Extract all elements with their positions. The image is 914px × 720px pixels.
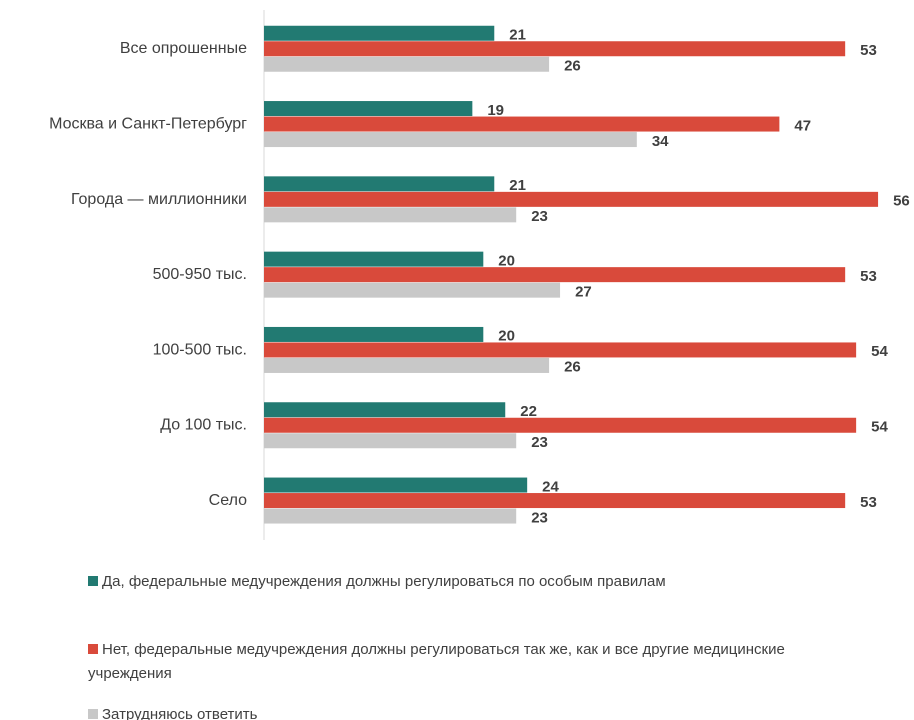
- category-label: Москва и Санкт-Петербург: [49, 116, 247, 133]
- data-label: 19: [487, 102, 504, 119]
- bar: [264, 326, 484, 342]
- bar: [264, 267, 846, 283]
- data-label: 21: [509, 177, 526, 194]
- data-label: 27: [575, 283, 592, 300]
- data-label: 22: [520, 403, 537, 420]
- legend-swatch: [88, 709, 98, 719]
- bar: [264, 101, 473, 117]
- bar: [264, 191, 879, 207]
- bar: [264, 493, 846, 509]
- chart: Все опрошенные 21 53 26 Москва и Санкт-Петер…: [49, 10, 910, 540]
- bar: [264, 282, 561, 298]
- bar: [264, 417, 857, 433]
- category-label: 100-500 тыс.: [153, 341, 247, 358]
- data-label: 24: [542, 478, 559, 495]
- bar: [264, 477, 528, 493]
- bar: [264, 116, 780, 132]
- bar: [264, 56, 550, 72]
- legend-label: Нет, федеральные медучреждения должны ре…: [88, 641, 785, 682]
- category-label: Города — миллионники: [71, 191, 247, 208]
- bar: [264, 508, 517, 524]
- bar: [264, 176, 495, 192]
- data-label: 53: [860, 42, 877, 59]
- legend-label: Затрудняюсь ответить: [102, 706, 258, 720]
- bar: [264, 357, 550, 373]
- legend-item: Затрудняюсь ответить: [88, 703, 808, 720]
- data-label: 56: [893, 193, 910, 210]
- bar: [264, 402, 506, 418]
- bar: [264, 342, 857, 358]
- bar: [264, 25, 495, 41]
- category-label: 500-950 тыс.: [153, 266, 247, 283]
- legend-swatch: [88, 644, 98, 654]
- data-label: 23: [531, 509, 548, 526]
- bar: [264, 207, 517, 223]
- data-label: 20: [498, 328, 515, 345]
- data-label: 47: [794, 117, 811, 134]
- data-label: 23: [531, 208, 548, 225]
- legend-item: Нет, федеральные медучреждения должны ре…: [88, 638, 808, 686]
- bar: [264, 41, 846, 57]
- bar: [264, 433, 517, 449]
- data-label: 34: [652, 133, 669, 150]
- data-label: 54: [871, 343, 888, 360]
- category-label: До 100 тыс.: [160, 417, 247, 434]
- bar: [264, 251, 484, 267]
- legend-item: Да, федеральные медучреждения должны рег…: [88, 570, 808, 594]
- category-label: Все опрошенные: [120, 40, 247, 57]
- legend-swatch: [88, 576, 98, 586]
- bar: [264, 132, 637, 148]
- legend-label: Да, федеральные медучреждения должны рег…: [102, 573, 666, 590]
- data-label: 53: [860, 494, 877, 511]
- category-label: Село: [209, 492, 247, 509]
- data-label: 26: [564, 57, 581, 74]
- data-label: 26: [564, 359, 581, 376]
- data-label: 21: [509, 26, 526, 43]
- data-label: 53: [860, 268, 877, 285]
- data-label: 20: [498, 252, 515, 269]
- data-label: 54: [871, 418, 888, 435]
- data-label: 23: [531, 434, 548, 451]
